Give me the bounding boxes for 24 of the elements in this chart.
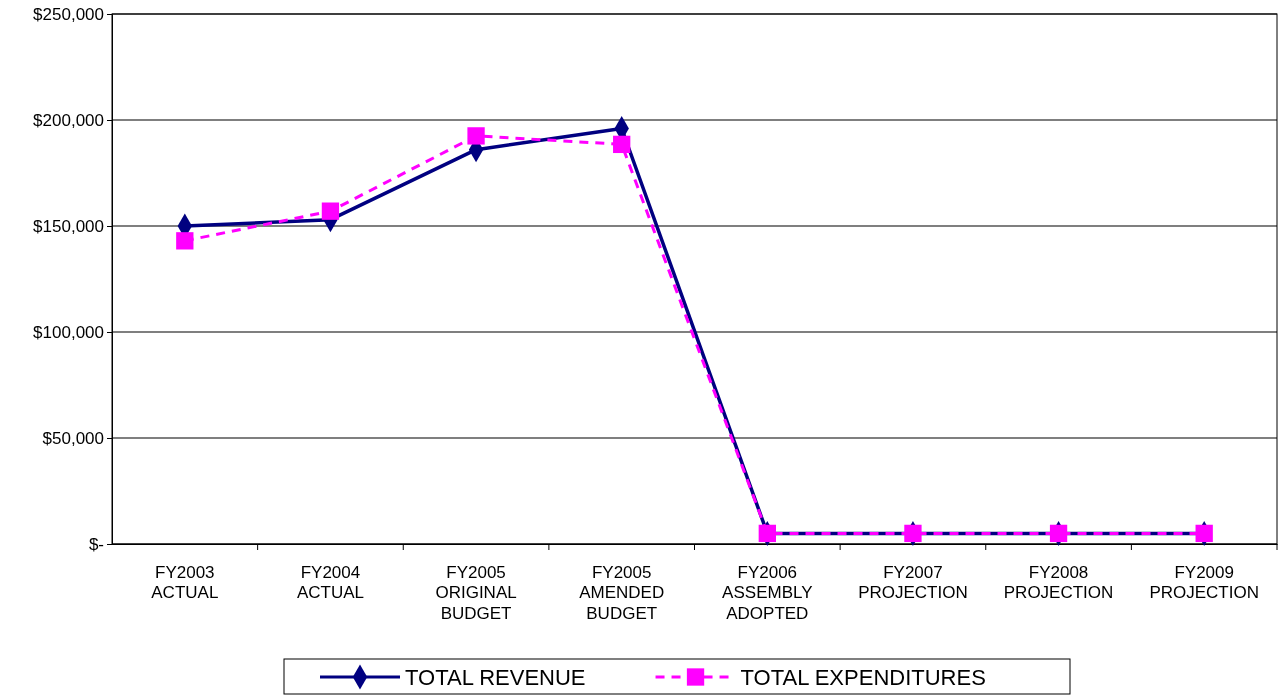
y-tick-label: $100,000: [33, 322, 104, 342]
legend-label: TOTAL EXPENDITURES: [740, 665, 986, 690]
x-tick-label: FY2007 PROJECTION: [858, 563, 968, 603]
point: [1195, 524, 1213, 543]
y-tick-label: $200,000: [33, 110, 104, 130]
point: [758, 524, 776, 543]
legend-label: TOTAL REVENUE: [405, 665, 586, 690]
point: [467, 127, 485, 145]
x-tick-label: FY2005 ORIGINAL BUDGET: [435, 563, 517, 623]
x-tick-label: FY2005 AMENDED BUDGET: [579, 563, 665, 623]
x-tick-label: FY2008 PROJECTION: [1003, 563, 1114, 603]
point: [1049, 524, 1068, 543]
point: [321, 202, 340, 220]
x-tick-label: FY2006 ASSEMBLY ADOPTED: [722, 563, 813, 623]
point: [176, 232, 194, 250]
y-tick-label: $50,000: [42, 428, 104, 448]
y-tick-label: $-: [88, 534, 104, 554]
y-tick-label: $250,000: [33, 4, 104, 24]
x-tick-label: FY2009 PROJECTION: [1149, 563, 1259, 603]
y-tick-label: $150,000: [33, 216, 104, 236]
x-tick-label: FY2004 ACTUAL: [296, 563, 364, 603]
point: [613, 135, 631, 154]
x-tick-label: FY2003 ACTUAL: [151, 563, 219, 603]
point: [904, 524, 922, 543]
